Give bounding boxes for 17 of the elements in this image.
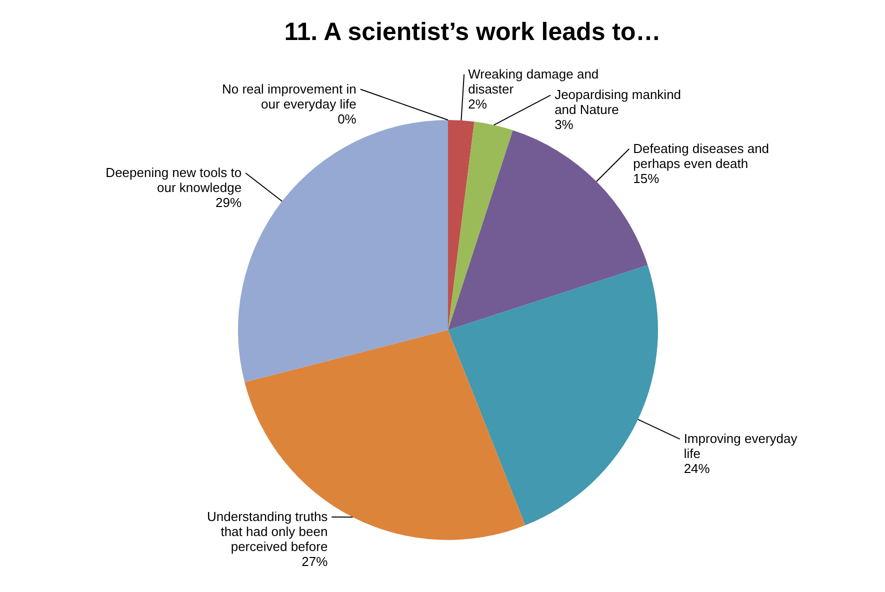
chart-title: 11. A scientist’s work leads to…	[284, 18, 661, 46]
pie-slice	[448, 122, 513, 330]
data-label: 27%	[302, 554, 328, 569]
pie-slice	[448, 120, 474, 330]
data-label: 15%	[633, 170, 660, 186]
data-label: 24%	[684, 461, 710, 476]
slice-label: Understanding truths that had only been perceived before	[207, 509, 328, 554]
slice-label: Deepening new tools to our knowledge	[106, 164, 242, 195]
slice-label: Jeopardising mankind and Nature	[554, 87, 682, 118]
data-label: 2%	[468, 96, 488, 112]
category-label: No real improvement in our everyday life	[222, 81, 356, 112]
text: 0%	[338, 111, 356, 126]
pie-slice	[448, 265, 658, 526]
slice-label: Improving everyday life	[684, 431, 798, 462]
data-label: 3%	[554, 117, 574, 132]
data-label: 29%	[216, 194, 242, 210]
slice-label: Defeating diseases and perhaps even death	[633, 140, 770, 171]
